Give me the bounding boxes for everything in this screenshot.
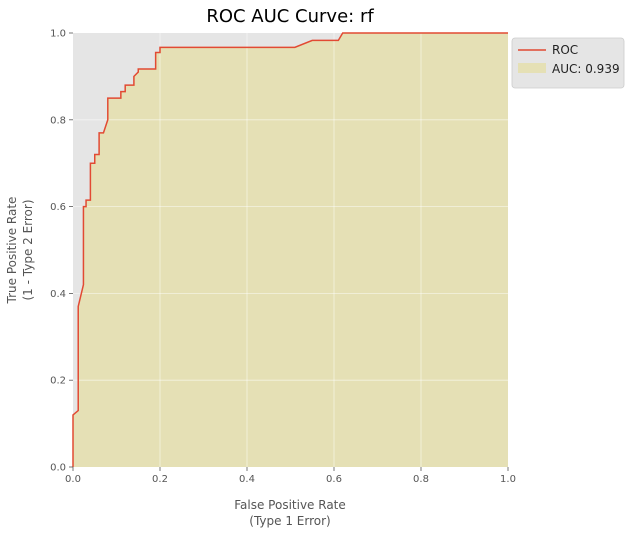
y-tick-label: 1.0 [50,29,66,40]
x-tick-label: 1.0 [500,474,516,485]
x-axis-label-line1: False Positive Rate [234,498,346,512]
x-tick-label: 0.6 [326,474,342,485]
legend-auc-label: AUC: 0.939 [552,62,620,76]
legend-auc-swatch [518,63,546,73]
x-tick-label: 0.4 [239,474,255,485]
x-ticks: 0.0 0.2 0.4 0.6 0.8 1.0 [65,467,516,485]
y-axis-label-line2: (1 - Type 2 Error) [21,199,35,300]
auc-area [73,33,508,467]
roc-line [72,32,508,467]
y-tick-label: 0.4 [50,289,66,300]
roc-line-layer [72,32,508,467]
x-axis-label-line2: (Type 1 Error) [249,514,330,528]
legend: ROC AUC: 0.939 [511,37,625,89]
grid-layer [73,33,508,467]
x-tick-label: 0.2 [152,474,168,485]
y-axis-label-line1: True Positive Rate [5,197,19,305]
x-tick-label: 0.8 [413,474,429,485]
y-tick-label: 0.2 [50,376,66,387]
y-tick-label: 0.0 [50,463,66,474]
y-ticks: 0.0 0.2 0.4 0.6 0.8 1.0 [50,29,73,474]
x-tick-label: 0.0 [65,474,81,485]
auc-fill-layer [73,33,508,467]
legend-roc-label: ROC [552,43,578,57]
y-tick-label: 0.6 [50,202,66,213]
chart-title: ROC AUC Curve: rf [206,6,374,27]
y-tick-label: 0.8 [50,115,66,126]
